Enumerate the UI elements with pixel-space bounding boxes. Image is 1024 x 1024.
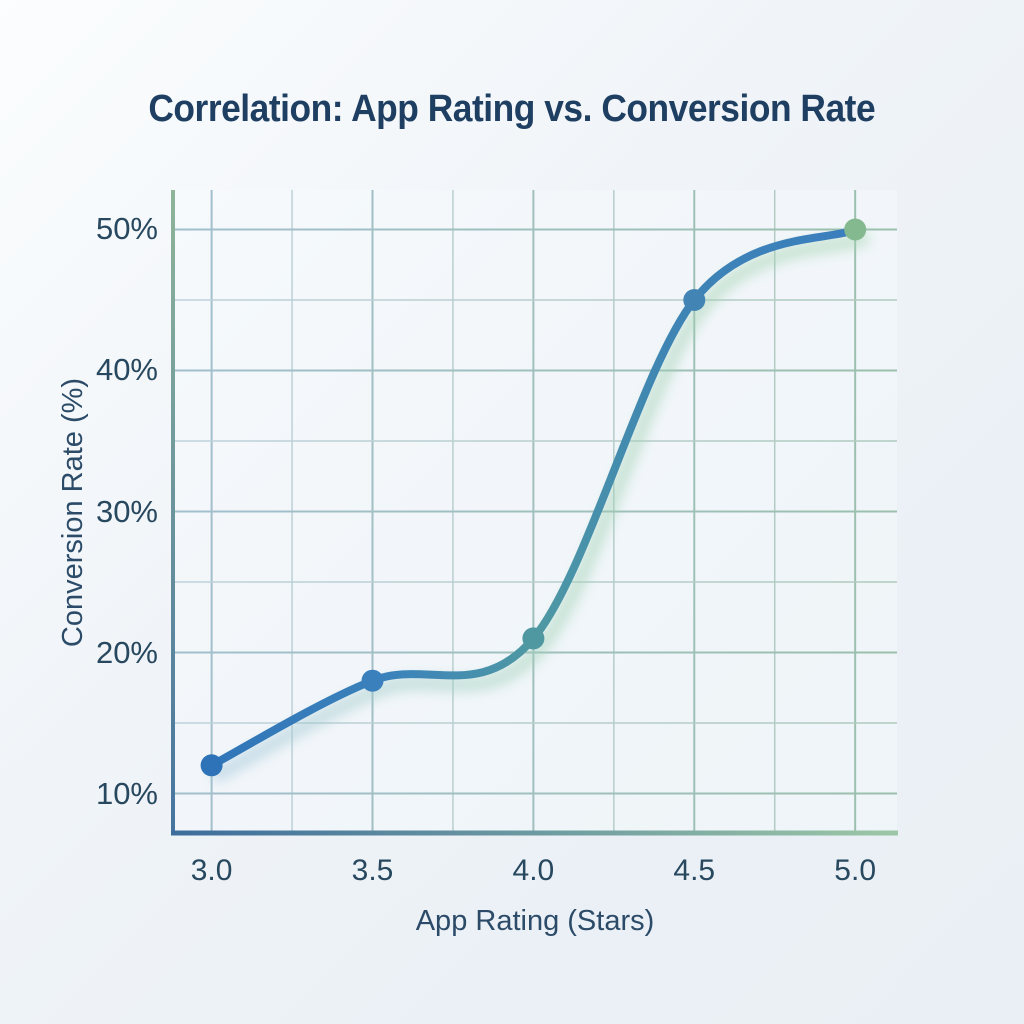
series-line-conversion-rate [207,225,860,770]
y-tick-label: 10% [95,775,158,811]
data-point-3 [200,754,223,777]
x-tick-label: 4.0 [512,854,555,887]
chart-title: Correlation: App Rating vs. Conversion R… [0,88,1024,131]
data-point-4 [522,627,545,650]
series-line-glow [211,231,870,782]
x-tick-label: 5.0 [834,854,877,887]
y-tick-label: 20% [95,634,158,670]
y-tick-label: 50% [95,211,158,247]
data-point-4.5 [683,289,706,311]
y-tick-label: 30% [95,493,158,529]
y-tick-label: 40% [95,352,158,388]
data-point-5 [844,218,867,241]
x-axis-title: App Rating (Stars) [415,905,655,937]
x-tick-label: 4.5 [673,854,716,887]
data-point-3.5 [361,669,384,692]
x-tick-label: 3.0 [190,854,233,887]
x-tick-label: 3.5 [351,854,394,887]
data-points [200,218,867,777]
chart-title-text: Correlation: App Rating vs. Conversion R… [148,88,876,130]
